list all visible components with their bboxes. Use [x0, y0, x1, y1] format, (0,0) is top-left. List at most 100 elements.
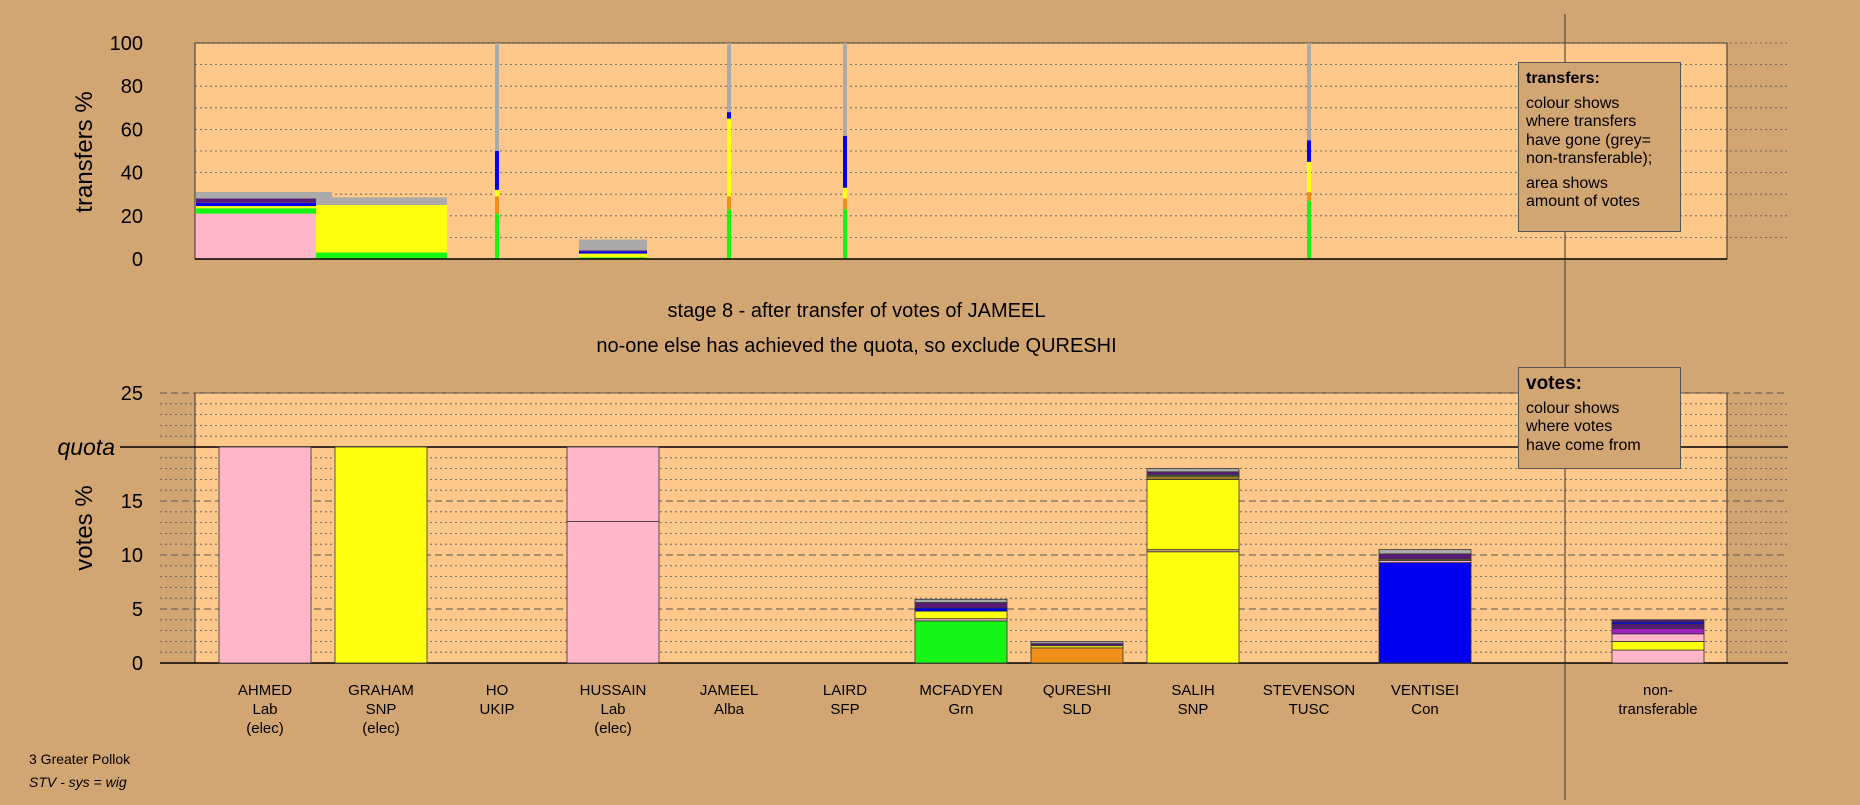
vote-bar-segment — [1378, 562, 1472, 664]
transfer-bar-segment — [579, 251, 647, 254]
candidate-name-label: QURESHI — [1043, 682, 1111, 699]
transfer-bar-segment — [495, 43, 499, 151]
candidate-elected-label: (elec) — [246, 720, 284, 737]
transfer-bar-segment — [1307, 43, 1311, 141]
transfers-y-tick: 60 — [121, 119, 143, 141]
votes-y-tick: 10 — [121, 545, 143, 567]
votes-legend-text: colour shows where votes have come from — [1526, 399, 1641, 454]
transfers-legend-text-1: colour shows where transfers have gone (… — [1526, 94, 1653, 168]
constituency-label: 3 Greater Pollok — [29, 751, 131, 767]
vote-bar-segment — [914, 610, 1008, 620]
vote-bar-segment — [1611, 649, 1705, 664]
transfer-bar-segment — [196, 202, 332, 207]
vote-bar-segment — [1030, 647, 1124, 664]
candidate-party-label: SFP — [830, 701, 859, 718]
vote-bar-segment — [1611, 619, 1705, 623]
transfer-bar-segment — [843, 187, 847, 199]
transfer-bar-segment — [316, 252, 447, 259]
transfer-bar-segment — [196, 213, 332, 259]
candidate-party-label: SLD — [1062, 701, 1091, 718]
candidate-name-label: AHMED — [238, 682, 292, 699]
transfer-bar-segment — [1307, 140, 1311, 162]
transfer-bar-segment — [579, 250, 647, 252]
transfers-y-tick: 0 — [132, 249, 143, 271]
transfer-bar-segment — [196, 206, 332, 209]
candidate-name-label: LAIRD — [823, 682, 867, 699]
vote-bar-segment — [1378, 553, 1472, 560]
vote-bar-segment — [1611, 641, 1705, 651]
decision-caption: no-one else has achieved the quota, so e… — [596, 335, 1117, 357]
candidate-party-label: SNP — [366, 701, 397, 718]
vote-bar-segment — [1611, 633, 1705, 642]
candidate-party-label: UKIP — [479, 701, 514, 718]
transfers-legend: transfers: colour shows where transfers … — [1518, 62, 1681, 232]
vote-bar-segment — [1146, 478, 1240, 550]
transfer-bar-segment — [495, 151, 499, 190]
candidate-party-label: Con — [1411, 701, 1439, 718]
vote-bar-segment — [1611, 628, 1705, 635]
transfer-bar-segment — [579, 257, 647, 259]
transfer-bar-segment — [843, 198, 847, 210]
transfer-bar-segment — [727, 43, 731, 113]
transfers-y-tick: 80 — [121, 76, 143, 98]
candidate-name-label: HUSSAIN — [580, 682, 647, 699]
vote-bar-segment — [1146, 468, 1240, 473]
transfer-bar-segment — [843, 43, 847, 136]
transfer-bar-segment — [196, 198, 332, 203]
candidate-name-label: GRAHAM — [348, 682, 414, 699]
transfer-bar-segment — [495, 213, 499, 259]
vote-bar-segment — [914, 607, 1008, 612]
votes-y-tick: 25 — [121, 383, 143, 405]
vote-bar-segment — [914, 620, 1008, 664]
transfers-legend-title: transfers: — [1526, 70, 1600, 87]
candidate-party-label: SNP — [1178, 701, 1209, 718]
transfer-bar-segment — [727, 196, 731, 210]
vote-bar-segment — [566, 446, 660, 522]
candidate-party-label: Lab — [600, 701, 625, 718]
vote-bar-segment — [1378, 549, 1472, 555]
candidate-party-label: TUSC — [1289, 701, 1330, 718]
candidate-name-label: VENTISEI — [1391, 682, 1459, 699]
candidate-party-label: Grn — [948, 701, 973, 718]
stage-caption: stage 8 - after transfer of votes of JAM… — [667, 300, 1046, 322]
transfer-bar-segment — [316, 197, 447, 205]
transfers-y-tick: 40 — [121, 163, 143, 185]
vote-bar-segment — [566, 521, 660, 664]
transfer-bar-segment — [196, 208, 332, 214]
transfer-bar-segment — [843, 209, 847, 259]
nontransferable-label: transferable — [1618, 701, 1697, 718]
vote-bar-segment — [334, 446, 428, 664]
transfer-bar-segment — [727, 112, 731, 119]
transfers-y-tick: 100 — [110, 33, 143, 55]
transfer-bar-segment — [1307, 161, 1311, 193]
votes-y-axis-label: votes % — [71, 485, 98, 570]
votes-legend-title: votes: — [1526, 373, 1582, 394]
candidate-name-label: STEVENSON — [1263, 682, 1356, 699]
transfer-bar-segment — [495, 196, 499, 214]
transfers-legend-text-2: area shows amount of votes — [1526, 174, 1640, 211]
vote-bar-segment — [914, 602, 1008, 609]
vote-bar-segment — [914, 598, 1008, 603]
transfers-y-tick: 20 — [121, 206, 143, 228]
vote-bar-segment — [1146, 551, 1240, 664]
quota-label: quota — [57, 434, 115, 460]
vote-bar-segment — [1611, 623, 1705, 629]
transfer-bar-segment — [1307, 192, 1311, 201]
transfer-bar-segment — [316, 205, 447, 253]
vote-bar-segment — [1146, 475, 1240, 480]
vote-bar-segment — [1030, 641, 1124, 644]
vote-bar-segment — [1146, 471, 1240, 476]
transfer-bar-segment — [579, 253, 647, 258]
nontransferable-label: non- — [1643, 682, 1673, 699]
votes-y-tick: 5 — [132, 599, 143, 621]
candidate-elected-label: (elec) — [594, 720, 632, 737]
candidate-party-label: Lab — [252, 701, 277, 718]
transfer-bar-segment — [579, 239, 647, 251]
transfer-bar-segment — [727, 209, 731, 259]
candidate-name-label: HO — [486, 682, 509, 699]
transfer-bar-segment — [843, 135, 847, 188]
candidate-party-label: Alba — [714, 701, 745, 718]
transfer-bar-segment — [727, 118, 731, 197]
